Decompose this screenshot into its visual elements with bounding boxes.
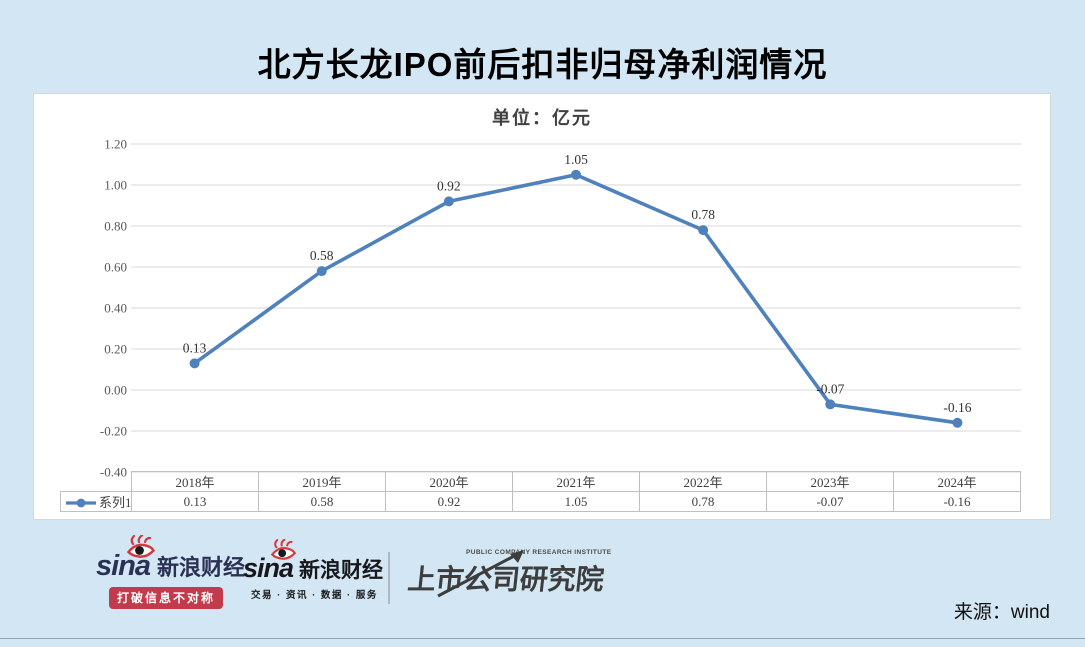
data-point-label: 1.05 (564, 152, 588, 167)
data-point-label: 0.13 (183, 340, 207, 355)
data-point-label: -0.07 (816, 381, 844, 396)
data-point-marker (825, 399, 836, 410)
year-header-cell: 2021年 (512, 471, 640, 492)
y-axis-tick-label: 1.20 (104, 137, 127, 152)
data-point-label: -0.16 (943, 400, 971, 415)
line-chart-plot: 1.20 1.00 0.80 0.60 0.40 0.20 0.00 -0.20 -0.40 0.… (100, 137, 1021, 480)
year-header-cell: 2024年 (893, 471, 1021, 492)
logo-divider (388, 552, 390, 604)
y-axis-tick-label: -0.40 (100, 465, 127, 480)
research-institute-logo: PUBLIC COMPANY RESEARCH INSTITUTE 上市公司研究… (406, 549, 612, 598)
y-axis-tick-label: 0.60 (104, 260, 127, 275)
footer-logos: sina 新浪财经 打破信息不对称 sina 新浪财经 (0, 535, 1085, 617)
y-axis-tick-label: 1.00 (104, 178, 127, 193)
legend-cell: 系列1 (60, 491, 132, 512)
bottom-divider-rule (0, 638, 1085, 639)
sina-finance-name: 新浪财经 (299, 559, 384, 582)
legend-line-marker-icon (66, 498, 96, 508)
y-axis-tick-label: 0.00 (104, 383, 127, 398)
chart-panel: 单位：亿元 1.20 1.00 0.80 0.60 0.40 0.20 0.00 -0.20 -… (33, 93, 1051, 520)
sina-finance-name: 新浪财经 (157, 555, 246, 580)
value-cell: 0.13 (131, 491, 259, 512)
value-cell: 0.78 (639, 491, 767, 512)
value-cell: -0.16 (893, 491, 1021, 512)
sina-eye-icon (126, 535, 155, 558)
sina-wordmark: sina (243, 539, 297, 584)
y-axis-tick-label: 0.40 (104, 301, 127, 316)
y-axis-tick-label: -0.20 (100, 424, 127, 439)
institute-name: 上市公司研究院 (406, 564, 606, 595)
sina-wordmark: sina (96, 535, 155, 583)
institute-english-name: PUBLIC COMPANY RESEARCH INSTITUTE (466, 549, 612, 556)
sina-finance-logo-primary: sina 新浪财经 打破信息不对称 (96, 535, 246, 609)
growth-arrow-icon (437, 550, 524, 598)
sina-eye-icon (270, 539, 297, 560)
data-point-marker (189, 358, 200, 369)
chart-data-table: 2018年 2019年 2020年 2021年 2022年 2023年 2024年 系列1 0.… (60, 471, 1021, 512)
value-cell: 0.58 (258, 491, 386, 512)
year-header-cell: 2019年 (258, 471, 386, 492)
sina-slogan-badge: 打破信息不对称 (109, 587, 224, 609)
data-point-marker (316, 266, 327, 277)
sina-finance-logo-secondary: sina 新浪财经 交易 · 资讯 · 数据 · 服务 (243, 539, 384, 601)
data-point-label: 0.78 (691, 207, 715, 222)
data-point-marker (952, 417, 963, 428)
year-header-cell: 2018年 (131, 471, 259, 492)
value-cell: 1.05 (512, 491, 640, 512)
legend-spacer-cell (61, 472, 132, 492)
data-point-label: 0.58 (310, 248, 334, 263)
year-header-cell: 2022年 (639, 471, 767, 492)
value-cell: -0.07 (766, 491, 894, 512)
legend-series-label: 系列1 (99, 495, 132, 510)
page-title: 北方长龙IPO前后扣非归母净利润情况 (257, 46, 828, 83)
value-cell: 0.92 (385, 491, 513, 512)
year-header-cell: 2020年 (385, 471, 513, 492)
data-point-label: 0.92 (437, 178, 461, 193)
sina-services-tagline: 交易 · 资讯 · 数据 · 服务 (251, 590, 378, 601)
chart-subtitle: 单位：亿元 (492, 108, 592, 128)
data-source-label: 来源：wind (953, 602, 1050, 623)
year-header-cell: 2023年 (766, 471, 894, 492)
data-point-marker (571, 169, 581, 180)
data-point-marker (698, 225, 709, 236)
data-point-marker (443, 196, 454, 207)
y-axis-tick-label: 0.20 (104, 342, 127, 357)
y-axis-tick-label: 0.80 (104, 219, 127, 234)
